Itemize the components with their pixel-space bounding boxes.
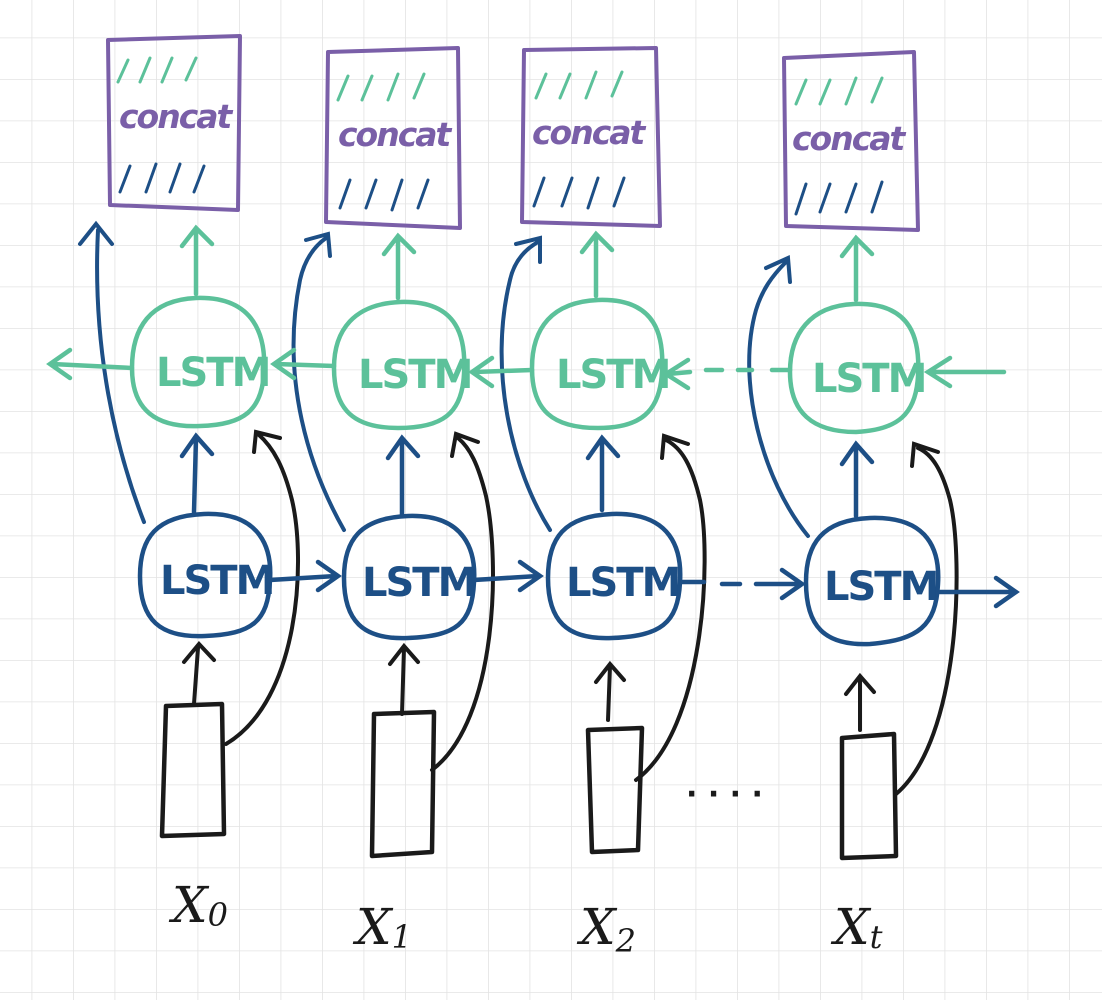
- backward-to-concat-arrow-0: [179, 224, 215, 297]
- backward-lstm-label-3: LSTM: [812, 356, 925, 402]
- input-label-sub-3: t: [870, 918, 883, 956]
- concat-box-0: concat: [106, 34, 242, 212]
- forward-lstm-label-1: LSTM: [362, 560, 475, 606]
- forward-lstm-label-0: LSTM: [160, 558, 273, 604]
- input-label-base-1: X: [352, 898, 394, 956]
- input-label-sub-2: 2: [615, 922, 636, 960]
- forward-lstm-2: LSTM: [545, 511, 683, 641]
- forward-to-backward-arrow-3: [839, 440, 875, 519]
- concat-hatch-bottom-1: [338, 178, 430, 212]
- forward-to-backward-arrow-2: [585, 434, 621, 513]
- backward-out-arrow-0: [46, 347, 135, 381]
- input-to-forward-arrow-1: [388, 642, 420, 716]
- forward-lstm-0: LSTM: [137, 511, 275, 639]
- backward-to-concat-arrow-3: [839, 234, 875, 303]
- input-ellipsis: · · · ·: [686, 777, 763, 812]
- concat-label-2: concat: [532, 113, 647, 152]
- forward-recurrent-arrow-0: [267, 559, 342, 593]
- concat-box-1: concat: [324, 46, 462, 230]
- input-label-1: X1: [352, 898, 412, 956]
- input-box-0: [159, 701, 227, 839]
- concat-hatch-bottom-3: [794, 180, 884, 216]
- concat-hatch-bottom-2: [532, 176, 626, 210]
- concat-label-1: concat: [338, 115, 453, 154]
- backward-lstm-2: LSTM: [529, 297, 671, 431]
- input-label-3: Xt: [830, 898, 883, 956]
- backward-lstm-0: LSTM: [129, 295, 271, 429]
- forward-recurrent-arrow-1: [471, 559, 544, 593]
- timestep-2: concat LSTM LSTM X2: [468, 46, 707, 960]
- input-to-backward-arrow-2: [634, 433, 707, 782]
- timestep-0: concat LSTM LSTM X0: [46, 34, 300, 934]
- forward-to-backward-arrow-0: [179, 432, 215, 515]
- concat-hatch-top-3: [794, 76, 884, 106]
- forward-lstm-1: LSTM: [341, 513, 477, 641]
- input-label-base-0: X: [168, 876, 210, 934]
- timestep-1: concat LSTM LSTM X1: [267, 46, 495, 956]
- backward-to-concat-arrow-1: [381, 232, 417, 301]
- forward-to-concat-arrow-2: [499, 235, 552, 532]
- input-label-0: X0: [168, 876, 228, 934]
- concat-hatch-top-0: [116, 56, 198, 84]
- input-box-3: [839, 731, 899, 861]
- concat-hatch-top-1: [336, 72, 426, 102]
- forward-to-concat-arrow-1: [291, 231, 346, 532]
- timestep-3: concat LSTM LSTM Xt: [661, 50, 1020, 956]
- concat-hatch-top-2: [534, 70, 624, 100]
- forward-to-concat-arrow-3: [747, 255, 810, 538]
- input-to-forward-arrow-3: [844, 672, 876, 732]
- input-to-forward-arrow-0: [182, 640, 216, 706]
- forward-lstm-label-3: LSTM: [824, 564, 937, 610]
- forward-lstm-3: LSTM: [803, 515, 941, 647]
- concat-box-2: concat: [520, 46, 662, 228]
- input-label-sub-1: 1: [392, 918, 412, 956]
- forward-out-arrow-3: [937, 575, 1020, 609]
- forward-lstm-label-2: LSTM: [566, 560, 679, 606]
- forward-to-backward-arrow-1: [385, 434, 421, 517]
- backward-recurrent-arrow-1: [270, 347, 337, 381]
- concat-hatch-bottom-0: [118, 162, 206, 194]
- input-to-backward-arrow-1: [430, 431, 495, 772]
- input-to-backward-arrow-0: [224, 429, 300, 746]
- backward-lstm-1: LSTM: [331, 299, 473, 431]
- input-label-2: X2: [576, 898, 636, 960]
- input-box-1: [369, 709, 437, 859]
- backward-lstm-label-2: LSTM: [556, 352, 669, 398]
- backward-recurrent-arrow-2: [468, 355, 535, 389]
- concat-label-0: concat: [119, 97, 234, 136]
- backward-lstm-label-0: LSTM: [156, 350, 269, 396]
- backward-in-arrow-3: [923, 355, 1007, 389]
- input-box-2: [585, 725, 645, 855]
- input-to-forward-arrow-2: [594, 660, 626, 722]
- concat-label-3: concat: [792, 119, 907, 158]
- concat-box-3: concat: [782, 50, 920, 232]
- input-label-base-3: X: [830, 898, 872, 956]
- input-label-base-2: X: [576, 898, 618, 956]
- forward-to-concat-arrow-0: [78, 220, 146, 524]
- input-to-backward-arrow-3: [894, 441, 959, 796]
- backward-to-concat-arrow-2: [579, 230, 615, 299]
- input-label-sub-0: 0: [208, 896, 228, 934]
- forward-recurrent-arrow-2: [679, 567, 806, 601]
- backward-lstm-3: LSTM: [787, 301, 927, 435]
- backward-lstm-label-1: LSTM: [358, 352, 471, 398]
- backward-recurrent-arrow-3: [661, 357, 793, 391]
